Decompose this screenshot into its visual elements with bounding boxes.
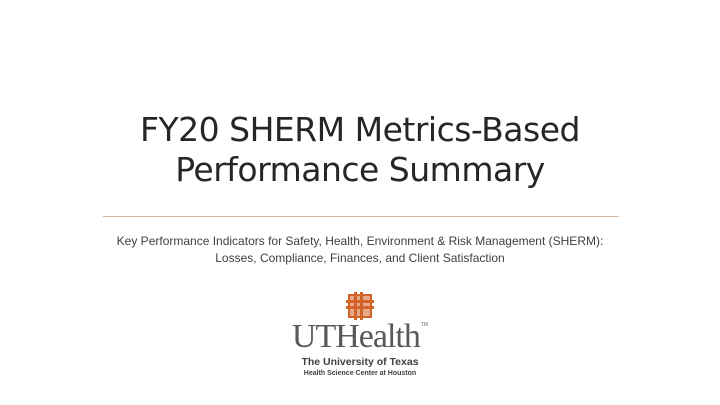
subtitle-line-2: Losses, Compliance, Finances, and Client… <box>215 251 505 265</box>
uthealth-logo: UTHealth TM The University of Texas Heal… <box>260 292 460 392</box>
logo-line-2: Health Science Center at Houston <box>303 370 417 377</box>
lattice-emblem-icon <box>346 292 374 320</box>
slide-title: FY20 SHERM Metrics-Based Performance Sum… <box>0 110 720 190</box>
title-line-1: FY20 SHERM Metrics-Based <box>140 110 580 149</box>
logo-line-1: The University of Texas <box>301 356 419 368</box>
logo-wordmark-row: UTHealth TM <box>260 320 460 354</box>
subtitle-line-1: Key Performance Indicators for Safety, H… <box>116 234 604 248</box>
divider <box>103 216 619 217</box>
title-line-2: Performance Summary <box>175 150 545 189</box>
logo-wordmark: UTHealth <box>291 318 421 355</box>
logo-trademark: TM <box>420 322 429 328</box>
slide-subtitle: Key Performance Indicators for Safety, H… <box>0 233 720 267</box>
